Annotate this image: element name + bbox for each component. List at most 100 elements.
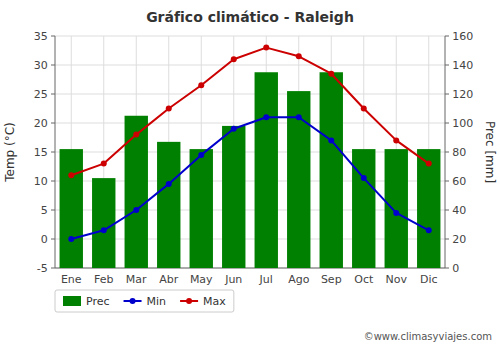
bar	[125, 116, 148, 268]
x-tick-label: Sep	[321, 273, 342, 286]
point	[133, 207, 139, 213]
tick-label: 140	[452, 59, 473, 72]
tick	[445, 36, 449, 37]
tick	[445, 210, 449, 211]
tick	[445, 268, 449, 269]
tick-label: 20	[34, 117, 48, 130]
tick-label: 20	[452, 233, 466, 246]
tick	[51, 268, 55, 269]
tick	[445, 94, 449, 95]
point	[296, 114, 302, 120]
tick-label: 120	[452, 88, 473, 101]
bar	[417, 149, 440, 268]
tick-label: 0	[452, 262, 459, 275]
axes	[55, 36, 445, 268]
point	[198, 152, 204, 158]
x-tick-label: Mar	[126, 273, 147, 286]
point	[166, 106, 172, 112]
title: Gráfico climático - Raleigh	[146, 9, 354, 25]
bar	[352, 149, 375, 268]
tick	[445, 123, 449, 124]
bar	[92, 178, 115, 268]
point	[328, 71, 334, 77]
tick-label: 35	[34, 30, 48, 43]
point	[426, 227, 432, 233]
y-axis-label: Temp (°C)	[3, 122, 17, 183]
y2-axis-label: Prec [mm]	[483, 121, 497, 183]
legend-label: Max	[203, 295, 226, 308]
x-tick-label: May	[190, 273, 213, 286]
legend-marker	[130, 298, 136, 304]
tick-label: 15	[34, 146, 48, 159]
point	[101, 227, 107, 233]
tick-label: 25	[34, 88, 48, 101]
x-tick-label: Ene	[61, 273, 82, 286]
tick-label: -5	[37, 262, 48, 275]
bar	[157, 142, 180, 268]
legend-label: Min	[147, 295, 167, 308]
grid	[55, 36, 445, 268]
legend-marker	[186, 298, 192, 304]
x-tick-label: Feb	[94, 273, 113, 286]
x-tick-label: Jun	[224, 273, 242, 286]
point	[361, 106, 367, 112]
y-grid-line	[55, 36, 445, 37]
point	[68, 236, 74, 242]
point	[361, 175, 367, 181]
legend-swatch	[63, 296, 81, 306]
watermark: ©www.climasyviajes.com	[364, 331, 492, 342]
x-tick-label: Dic	[420, 273, 438, 286]
lines	[68, 45, 432, 242]
line	[71, 48, 429, 176]
legend: Prec Min Max	[55, 290, 234, 312]
point	[133, 132, 139, 138]
tick-label: 30	[34, 59, 48, 72]
tick	[51, 239, 55, 240]
point	[393, 210, 399, 216]
x-tick-label: Abr	[159, 273, 179, 286]
tick	[51, 123, 55, 124]
line	[71, 117, 429, 239]
point	[296, 53, 302, 59]
tick	[445, 152, 449, 153]
tick-label: 0	[41, 233, 48, 246]
bar	[190, 149, 213, 268]
point	[263, 114, 269, 120]
tick	[51, 36, 55, 37]
point	[198, 82, 204, 88]
bar	[60, 149, 83, 268]
point	[101, 161, 107, 167]
bar	[385, 149, 408, 268]
x-tick-label: Oct	[354, 273, 374, 286]
tick	[445, 65, 449, 66]
bar	[320, 72, 343, 268]
tick-label: 40	[452, 204, 466, 217]
tick	[445, 181, 449, 182]
tick-label: 80	[452, 146, 466, 159]
point	[231, 126, 237, 132]
point	[393, 137, 399, 143]
point	[166, 181, 172, 187]
legend-label: Prec	[86, 295, 110, 308]
x-tick-label: Nov	[386, 273, 408, 286]
x-tick-label: Ago	[288, 273, 310, 286]
bar	[222, 126, 245, 268]
tick-label: 60	[452, 175, 466, 188]
tick	[445, 239, 449, 240]
point	[426, 161, 432, 167]
point	[231, 56, 237, 62]
tick-label: 160	[452, 30, 473, 43]
legend-frame	[55, 290, 234, 312]
tick	[51, 65, 55, 66]
point	[68, 172, 74, 178]
tick-label: 10	[34, 175, 48, 188]
x-tick-label: Jul	[259, 273, 273, 286]
tick	[51, 210, 55, 211]
y-grid-line	[55, 94, 445, 95]
tick-label: 5	[41, 204, 48, 217]
tick-label: 100	[452, 117, 473, 130]
tick	[51, 181, 55, 182]
ticks: -5 0 5 10 15 20 25 30 35 0 20 40 60 80 100 120 140 160 Ene…	[34, 30, 473, 286]
chart: Gráfico climático - Raleigh -5 0 5 10 15 20 25 3…	[0, 0, 500, 350]
bars	[60, 72, 441, 268]
